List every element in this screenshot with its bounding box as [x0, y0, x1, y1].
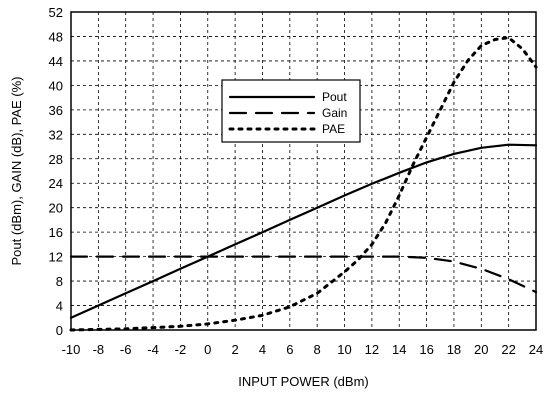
y-tick-label: 16	[49, 225, 63, 240]
series-gain-line	[69, 255, 538, 294]
x-tick-label: 2	[232, 342, 239, 357]
x-tick-label: 6	[286, 342, 293, 357]
x-tick-labels: -10 -8 -6 -4 -2 0 2 4 6 8 10 12 14 16 18 20 22 24	[62, 342, 544, 357]
x-tick-label: 0	[204, 342, 211, 357]
series-layer	[69, 36, 538, 332]
legend-label-pae: PAE	[322, 122, 345, 136]
x-tick-label: 12	[365, 342, 379, 357]
x-tick-label: -10	[62, 342, 81, 357]
y-tick-label: 32	[49, 127, 63, 142]
y-tick-label: 40	[49, 78, 63, 93]
y-tick-label: 52	[49, 5, 63, 20]
y-tick-label: 12	[49, 250, 63, 265]
legend-label-gain: Gain	[322, 106, 347, 120]
x-tick-label: -4	[147, 342, 159, 357]
y-tick-label: 24	[49, 176, 63, 191]
x-tick-label: 18	[447, 342, 461, 357]
legend-label-pout: Pout	[322, 90, 347, 104]
x-tick-label: -6	[120, 342, 132, 357]
y-tick-label: 20	[49, 201, 63, 216]
plot-area	[71, 12, 536, 330]
x-tick-label: 22	[501, 342, 515, 357]
x-tick-label: 10	[337, 342, 351, 357]
x-axis-title: INPUT POWER (dBm)	[238, 374, 369, 389]
series-pae-line	[69, 36, 538, 332]
y-tick-label: 8	[56, 274, 63, 289]
legend: Pout Gain PAE	[221, 79, 361, 143]
x-tick-label: -2	[175, 342, 187, 357]
grid	[71, 12, 536, 330]
y-tick-label: 28	[49, 152, 63, 167]
series-pout-line	[69, 143, 538, 319]
y-tick-label: 0	[56, 323, 63, 338]
x-tick-label: 16	[419, 342, 433, 357]
x-tick-label: 24	[529, 342, 543, 357]
y-tick-label: 4	[56, 299, 63, 314]
y-axis-title: Pout (dBm), GAIN (dB), PAE (%)	[9, 76, 24, 265]
legend-box	[221, 79, 361, 143]
x-tick-label: 8	[314, 342, 321, 357]
y-tick-label: 44	[49, 54, 63, 69]
y-tick-label: 36	[49, 103, 63, 118]
x-tick-label: 4	[259, 342, 266, 357]
y-tick-label: 48	[49, 29, 63, 44]
plot-frame	[70, 11, 537, 331]
x-tick-label: 20	[474, 342, 488, 357]
x-tick-label: 14	[392, 342, 406, 357]
x-tick-label: -8	[93, 342, 105, 357]
